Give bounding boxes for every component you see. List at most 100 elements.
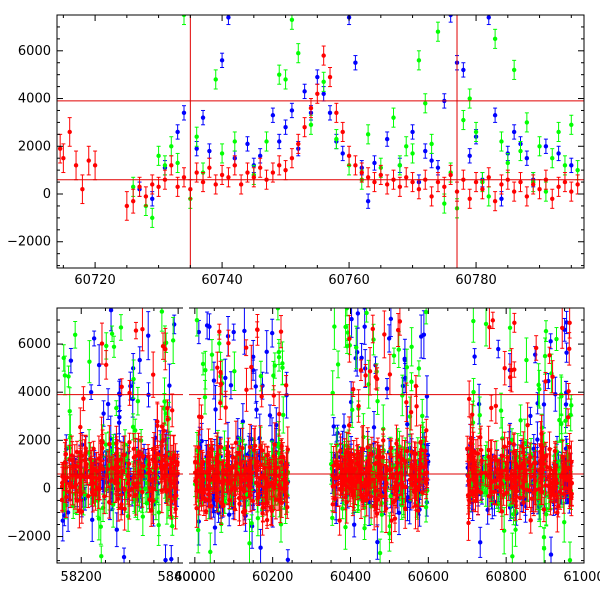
bottom-point-891 [194, 488, 199, 528]
top-point-s1-53 [556, 121, 561, 142]
bottom-point-904 [260, 492, 266, 523]
bottom-point-909 [251, 428, 257, 473]
top-point-s0-21 [315, 69, 320, 85]
bottom-point-307 [160, 332, 166, 360]
top-point-s1-16 [277, 64, 282, 85]
top-point-s2-40 [334, 102, 339, 123]
bottom-point-454 [168, 476, 173, 517]
top-point-s2-38 [321, 45, 326, 66]
bottom-point-427 [145, 444, 151, 470]
bottom-point-447 [73, 469, 79, 500]
top-point-s2-69 [518, 172, 523, 193]
top-point-s2-58 [448, 164, 453, 185]
bottom-point-45 [137, 346, 142, 374]
top-frame-rect [56, 14, 585, 269]
top-point-s0-30 [372, 155, 377, 171]
bottom-point-926 [260, 456, 265, 499]
top-point-s2-74 [550, 188, 555, 209]
bottom-y-tick-label-2: 2000 [18, 433, 51, 448]
bottom-point-865 [217, 323, 222, 340]
bottom-point-1107 [364, 308, 369, 323]
bottom-point-476 [258, 528, 263, 563]
top-x-tick-label-3: 60780 [455, 273, 496, 288]
bottom-point-1245 [337, 505, 342, 536]
bottom-point-105 [96, 344, 102, 386]
top-point-s2-45 [365, 167, 371, 188]
bottom-point-93 [68, 347, 74, 374]
top-point-s0-7 [207, 143, 212, 159]
bottom-seg1-x-tick-label-0: 58200 [61, 570, 102, 585]
top-point-s0-19 [302, 83, 307, 100]
top-point-s2-75 [556, 176, 561, 197]
top-point-s2-61 [467, 188, 472, 209]
bottom-point-636 [194, 308, 200, 337]
top-point-s2-72 [537, 179, 542, 200]
bottom-point-104 [91, 330, 97, 347]
top-point-s1-28 [397, 155, 403, 176]
top-point-s0-4 [181, 105, 187, 121]
bottom-point-601 [200, 352, 206, 376]
top-point-s2-27 [251, 167, 257, 188]
top-point-s1-27 [391, 107, 396, 128]
bottom-point-680 [232, 351, 237, 391]
bottom-point-1526 [472, 348, 477, 366]
bottom-point-1634 [524, 337, 529, 383]
top-point-s0-29 [365, 193, 371, 209]
top-point-s0-25 [340, 145, 345, 162]
bottom-point-397 [154, 451, 159, 481]
top-point-s1-39 [467, 88, 472, 109]
bottom-point-419 [133, 321, 139, 340]
bottom-point-422 [91, 458, 97, 480]
bottom-point-691 [208, 532, 213, 563]
top-y-tick-label-3: 4000 [18, 92, 51, 107]
bottom-point-1807 [560, 308, 565, 349]
bottom-point-1781 [566, 382, 571, 400]
top-point-s2-2 [67, 117, 72, 147]
bottom-point-1384 [358, 359, 364, 382]
top-point-s0-31 [384, 131, 390, 147]
bottom-point-756 [243, 339, 249, 357]
bottom-point-459 [164, 479, 169, 504]
top-point-s2-43 [353, 155, 358, 176]
bottom-point-142 [118, 314, 124, 341]
bottom-point-935 [206, 464, 211, 507]
top-point-s2-28 [257, 157, 263, 178]
top-point-s2-12 [156, 176, 161, 197]
top-point-s2-21 [213, 174, 218, 195]
bottom-point-209 [135, 386, 141, 416]
bottom-point-837 [264, 445, 270, 466]
top-point-s1-6 [175, 152, 180, 174]
bottom-point-1137 [343, 308, 348, 348]
bottom-point-922 [209, 492, 214, 520]
top-point-s0-15 [277, 133, 282, 150]
bottom-point-1490 [548, 333, 553, 350]
bottom-point-76 [146, 311, 151, 361]
bottom-point-1537 [483, 308, 489, 347]
top-point-s1-47 [518, 141, 523, 162]
top-point-s2-37 [315, 83, 320, 104]
top-point-s0-51 [524, 150, 530, 166]
top-point-s0-14 [270, 107, 276, 123]
bottom-point-916 [214, 480, 220, 499]
top-point-s2-41 [340, 121, 345, 142]
top-point-s2-18 [194, 162, 199, 183]
bottom-point-1150 [330, 370, 335, 416]
bottom-point-1171 [375, 387, 380, 415]
bottom-y-tick-label-3: 4000 [18, 385, 51, 400]
bottom-point-899 [201, 490, 206, 506]
bottom-point-713 [281, 396, 286, 434]
bottom-point-897 [233, 420, 239, 466]
top-point-s2-68 [511, 181, 517, 202]
top-point-s2-66 [499, 174, 504, 195]
bottom-point-852 [279, 477, 284, 500]
bottom-data-points [59, 308, 574, 563]
bottom-point-911 [247, 423, 253, 471]
bottom-point-467 [59, 487, 65, 513]
top-x-tick-label-2: 60760 [328, 273, 369, 288]
top-point-s2-24 [232, 155, 237, 176]
bottom-point-1644 [569, 394, 574, 417]
bottom-point-1248 [331, 446, 336, 486]
top-point-s2-78 [575, 174, 580, 195]
top-point-s2-26 [245, 162, 250, 183]
